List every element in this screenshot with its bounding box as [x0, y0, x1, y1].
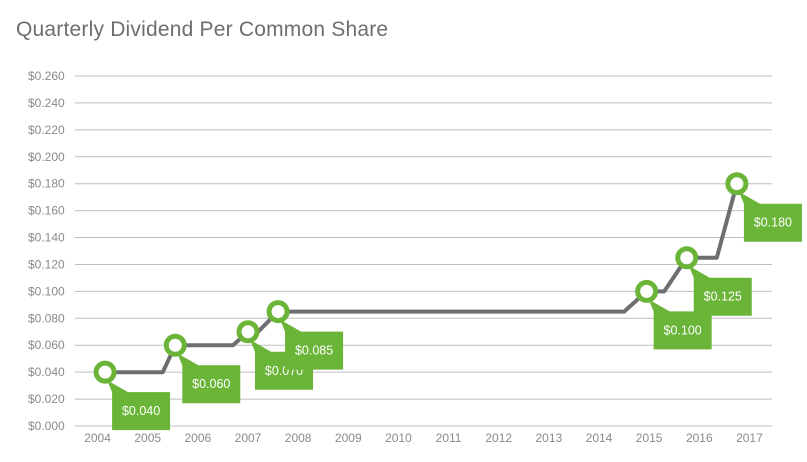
dividend-label-box: [280, 319, 344, 370]
y-tick-label: $0.180: [28, 177, 65, 191]
dividend-series-line: [103, 181, 739, 375]
x-tick-label: 2007: [235, 431, 262, 445]
y-tick-label: $0.140: [28, 231, 65, 245]
y-tick-label: $0.160: [28, 204, 65, 218]
x-tick-label: 2012: [485, 431, 512, 445]
x-tick-label: 2008: [285, 431, 312, 445]
dividend-marker: [725, 172, 749, 196]
x-tick-label: 2014: [586, 431, 613, 445]
x-tick-label: 2017: [736, 431, 763, 445]
y-tick-label: $0.020: [28, 392, 65, 406]
y-tick-label: $0.200: [28, 150, 65, 164]
dividend-marker: [675, 246, 699, 270]
dividend-label: $0.040: [122, 404, 160, 418]
dividend-label-box: [688, 265, 752, 316]
x-tick-label: 2005: [134, 431, 161, 445]
dividend-marker: [635, 279, 659, 303]
y-tick-label: $0.060: [28, 338, 65, 352]
y-tick-label: $0.040: [28, 365, 65, 379]
x-tick-label: 2016: [686, 431, 713, 445]
y-tick-label: $0.000: [28, 419, 65, 433]
dividend-label-box: [107, 380, 171, 431]
x-tick-label: 2010: [385, 431, 412, 445]
dividend-label: $0.085: [295, 344, 333, 358]
dividend-marker: [266, 300, 290, 324]
x-tick-label: 2006: [185, 431, 212, 445]
dividend-marker: [163, 333, 187, 357]
dividend-marker: [236, 320, 260, 344]
dividend-label: $0.125: [704, 290, 742, 304]
x-tick-label: 2009: [335, 431, 362, 445]
y-tick-label: $0.100: [28, 284, 65, 298]
dividend-label-box: [738, 191, 802, 242]
dividend-label: $0.060: [192, 377, 230, 391]
y-tick-label: $0.260: [28, 69, 65, 83]
y-tick-label: $0.080: [28, 311, 65, 325]
x-tick-label: 2011: [436, 431, 462, 445]
dividend-label: $0.180: [754, 216, 792, 230]
y-tick-label: $0.240: [28, 96, 65, 110]
y-tick-label: $0.120: [28, 257, 65, 271]
dividend-label: $0.100: [664, 323, 702, 337]
y-tick-label: $0.220: [28, 123, 65, 137]
dividend-label-box: [177, 353, 241, 404]
x-tick-label: 2013: [536, 431, 563, 445]
x-tick-label: 2015: [636, 431, 663, 445]
dividend-marker: [93, 360, 117, 384]
x-tick-label: 2004: [84, 431, 111, 445]
chart-title: Quarterly Dividend Per Common Share: [16, 18, 389, 41]
